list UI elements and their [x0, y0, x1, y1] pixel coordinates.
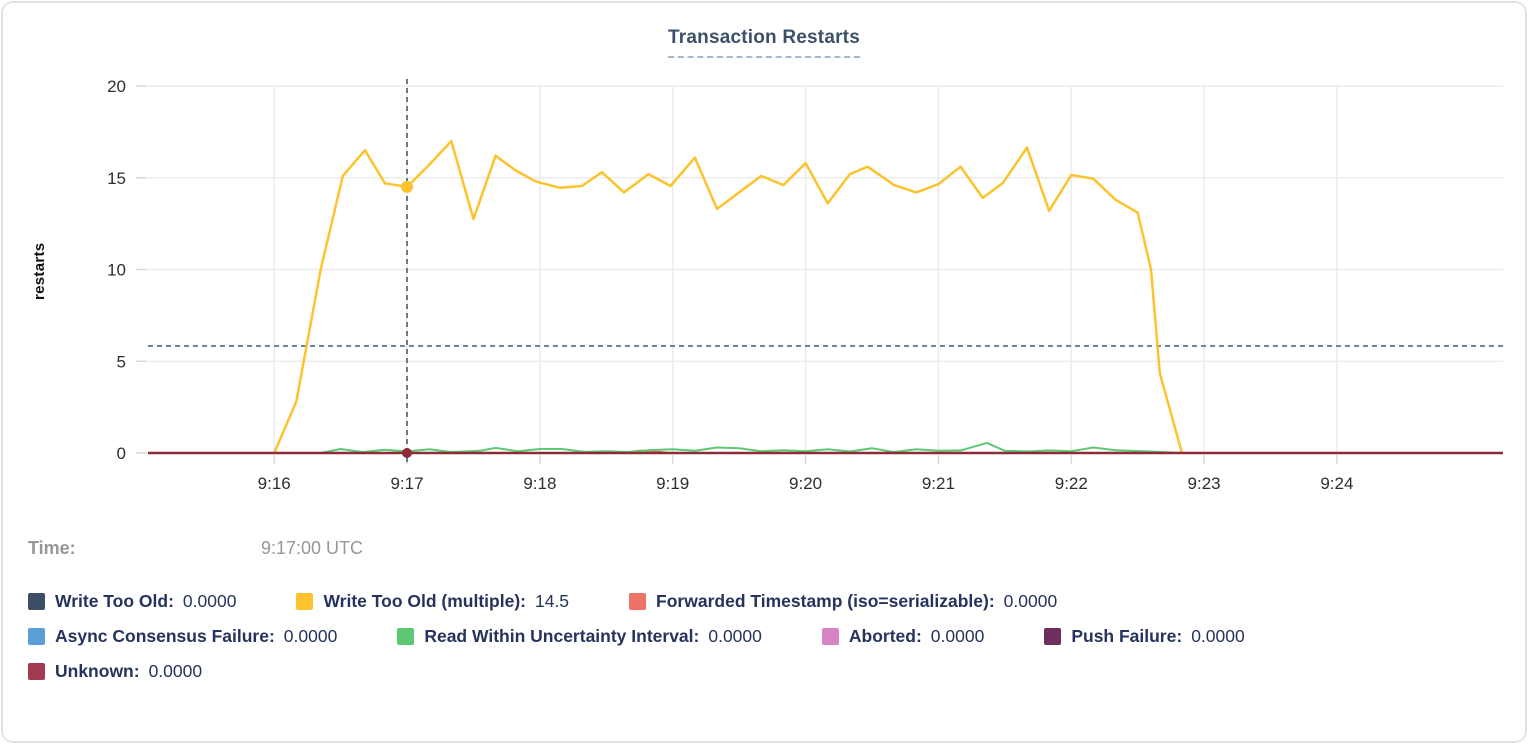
legend-value: 0.0000 — [930, 626, 985, 646]
legend-swatch — [1044, 628, 1062, 645]
line-chart[interactable]: 0 5 10 15 20 9:16 9:17 9:18 9:19 9:20 9:21 9:22 9:23… — [3, 3, 1527, 508]
svg-text:9:17: 9:17 — [390, 474, 423, 493]
hover-time-value: 9:17:00 UTC — [261, 538, 364, 558]
svg-text:15: 15 — [107, 169, 126, 188]
legend-row: Unknown: 0.0000 — [28, 661, 1505, 682]
legend-swatch — [296, 593, 314, 610]
svg-text:9:16: 9:16 — [258, 474, 291, 493]
legend-value: 0.0000 — [708, 626, 762, 646]
svg-text:5: 5 — [117, 352, 126, 371]
legend-item: Push Failure: 0.0000 — [1044, 626, 1245, 647]
legend-item: Forwarded Timestamp (iso=serializable): 0… — [629, 591, 1057, 612]
legend-swatch — [28, 628, 45, 645]
legend-label: Unknown: — [55, 661, 140, 681]
legend-value: 14.5 — [534, 591, 570, 611]
legend-label: Async Consensus Failure: — [55, 626, 275, 646]
legend-swatch — [397, 628, 415, 645]
hover-time-label: Time: — [28, 538, 76, 558]
legend-item: Async Consensus Failure: 0.0000 — [28, 626, 337, 647]
legend-label: Push Failure: — [1071, 626, 1183, 646]
svg-text:9:23: 9:23 — [1188, 474, 1221, 493]
svg-text:9:18: 9:18 — [523, 474, 556, 493]
svg-text:9:20: 9:20 — [789, 474, 822, 493]
legend-value: 0.0000 — [148, 661, 203, 681]
legend-swatch — [28, 663, 45, 680]
legend-label: Forwarded Timestamp (iso=serializable): — [656, 591, 995, 611]
svg-text:20: 20 — [107, 77, 126, 96]
svg-text:9:19: 9:19 — [656, 474, 689, 493]
legend: Write Too Old: 0.0000 Write Too Old (multi… — [28, 591, 1505, 696]
legend-value: 0.0000 — [1191, 626, 1245, 646]
legend-item: Write Too Old: 0.0000 — [28, 591, 236, 612]
legend-value: 0.0000 — [182, 591, 237, 611]
legend-value: 0.0000 — [283, 626, 338, 646]
svg-text:9:24: 9:24 — [1320, 474, 1353, 493]
svg-text:10: 10 — [107, 261, 126, 280]
legend-item: Unknown: 0.0000 — [28, 661, 202, 682]
hover-time-row: Time: 9:17:00 UTC — [28, 538, 363, 559]
legend-value: 0.0000 — [1003, 591, 1058, 611]
legend-label: Write Too Old (multiple): — [323, 591, 526, 611]
legend-swatch — [821, 628, 839, 645]
legend-swatch — [629, 593, 647, 610]
svg-text:9:22: 9:22 — [1055, 474, 1088, 493]
legend-label: Aborted: — [848, 626, 922, 646]
legend-row: Write Too Old: 0.0000 Write Too Old (multi… — [28, 591, 1505, 612]
legend-row: Async Consensus Failure: 0.0000 Read Withi… — [28, 626, 1505, 647]
legend-label: Write Too Old: — [55, 591, 174, 611]
legend-label: Read Within Uncertainty Interval: — [424, 626, 700, 646]
legend-item: Aborted: 0.0000 — [821, 626, 985, 647]
legend-swatch — [28, 593, 45, 610]
svg-text:9:21: 9:21 — [922, 474, 955, 493]
legend-item: Read Within Uncertainty Interval: 0.0000 — [397, 626, 762, 647]
legend-item: Write Too Old (multiple): 14.5 — [296, 591, 569, 612]
chart-title[interactable]: Transaction Restarts — [668, 27, 860, 58]
svg-text:0: 0 — [117, 444, 126, 463]
chart-header: Transaction Restarts — [3, 27, 1525, 58]
